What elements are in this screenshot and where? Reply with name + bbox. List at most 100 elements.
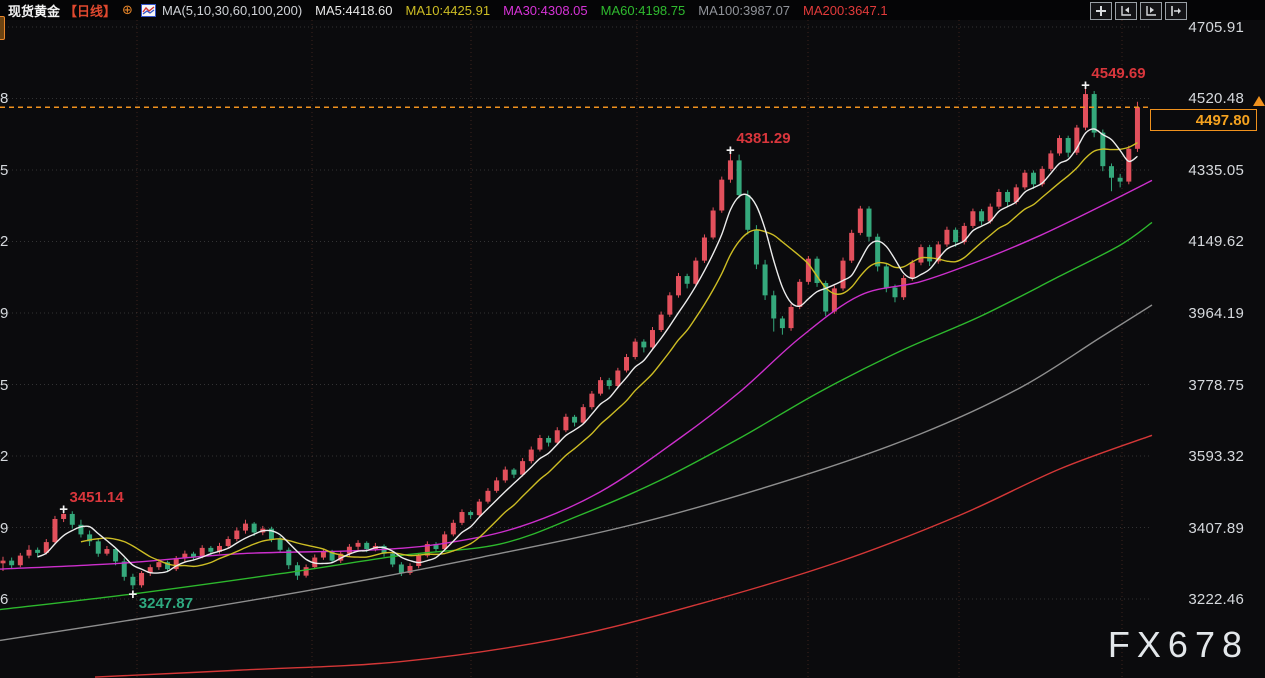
candle xyxy=(17,555,23,566)
candle xyxy=(701,237,707,261)
candle xyxy=(675,276,681,296)
candle xyxy=(1091,94,1097,133)
candle xyxy=(346,546,352,554)
candle xyxy=(364,542,370,550)
scroll-to-price-icon[interactable] xyxy=(1253,96,1265,107)
exit-chart-icon[interactable] xyxy=(1165,2,1187,20)
candle xyxy=(407,566,413,573)
candle xyxy=(61,513,67,519)
ma-settings-label[interactable]: MA(5,10,30,60,100,200) xyxy=(161,2,303,18)
candle xyxy=(875,236,881,267)
candle xyxy=(494,480,500,491)
candle xyxy=(242,523,248,531)
candle xyxy=(641,341,647,348)
candle xyxy=(277,539,283,550)
candle xyxy=(43,542,49,553)
candle xyxy=(26,549,32,556)
candle xyxy=(650,330,655,348)
candle xyxy=(251,523,257,533)
candle xyxy=(1013,187,1019,203)
candle xyxy=(745,195,751,230)
candle xyxy=(563,416,569,431)
add-indicator-icon[interactable]: ⊕ xyxy=(122,2,133,17)
ma-legend-item: MA60:4198.75 xyxy=(600,2,686,18)
candle xyxy=(9,560,15,566)
extreme-cross-marker: + xyxy=(129,586,138,603)
extreme-cross-marker: + xyxy=(726,142,735,159)
candle xyxy=(1117,177,1123,182)
candle xyxy=(961,225,967,243)
price-axis-label: 4149.62 xyxy=(1188,233,1244,251)
candle xyxy=(996,191,1002,207)
candle xyxy=(823,282,829,312)
price-axis-label: 3964.19 xyxy=(1188,304,1244,322)
grid-vertical xyxy=(136,20,1123,678)
rewind-axis-icon[interactable] xyxy=(1115,2,1137,20)
candle xyxy=(953,229,959,243)
ma200-line xyxy=(94,434,1153,678)
candle xyxy=(113,549,119,562)
candle xyxy=(1108,166,1114,178)
candle xyxy=(710,210,716,238)
candle xyxy=(182,553,188,559)
candle xyxy=(485,490,491,502)
candle xyxy=(52,518,58,543)
candle xyxy=(970,211,976,226)
ma10-line xyxy=(80,142,1138,568)
candle xyxy=(511,469,517,475)
candle xyxy=(1022,172,1028,188)
candle xyxy=(303,567,309,576)
candle xyxy=(909,262,915,278)
candle xyxy=(589,393,595,408)
candle xyxy=(658,314,664,331)
candle xyxy=(624,357,630,371)
candle xyxy=(606,380,612,386)
candle xyxy=(831,288,837,312)
candle xyxy=(1126,148,1132,182)
symbol-name: 现货黄金 xyxy=(8,3,61,19)
candle xyxy=(191,553,197,557)
candle xyxy=(1083,94,1088,128)
candle xyxy=(35,549,41,553)
candle xyxy=(935,244,941,262)
candle xyxy=(0,560,6,564)
candle xyxy=(156,562,162,568)
ma-legend: MA5:4418.60 MA10:4425.91 MA30:4308.05 MA60:… xyxy=(302,3,887,18)
candle xyxy=(979,211,985,222)
current-price-box: 4497.80 xyxy=(1150,109,1257,132)
candle xyxy=(693,260,699,284)
candle xyxy=(208,547,214,552)
fx678-watermark: FX678 xyxy=(1107,624,1249,665)
candle xyxy=(719,179,725,211)
candle xyxy=(320,551,326,558)
candle xyxy=(632,341,638,358)
candle xyxy=(199,547,205,557)
candle xyxy=(987,206,993,222)
crosshair-icon[interactable] xyxy=(1090,2,1112,20)
ma60-line xyxy=(0,221,1153,611)
clipped-axis-digit: 6 xyxy=(0,591,9,608)
candle xyxy=(849,232,855,261)
candle xyxy=(736,160,742,196)
candle xyxy=(667,295,673,315)
candle xyxy=(528,449,534,462)
candle xyxy=(1031,172,1037,185)
clipped-axis-digit: 9 xyxy=(0,304,9,322)
candle xyxy=(338,553,344,561)
forward-axis-icon[interactable] xyxy=(1140,2,1162,20)
candle xyxy=(901,277,907,298)
candle xyxy=(165,562,171,570)
candle xyxy=(502,469,508,481)
indicator-chart-icon[interactable] xyxy=(140,3,156,17)
candle xyxy=(814,258,820,283)
timeframe-label[interactable]: 【日线】 xyxy=(64,3,117,19)
candle xyxy=(312,557,318,568)
candle xyxy=(139,572,145,586)
clipped-axis-digit: 2 xyxy=(0,448,9,465)
grid-horizontal xyxy=(0,26,1152,600)
candle xyxy=(95,541,101,554)
ma100-line xyxy=(0,304,1153,642)
candle xyxy=(684,276,690,284)
candle xyxy=(1065,138,1071,153)
